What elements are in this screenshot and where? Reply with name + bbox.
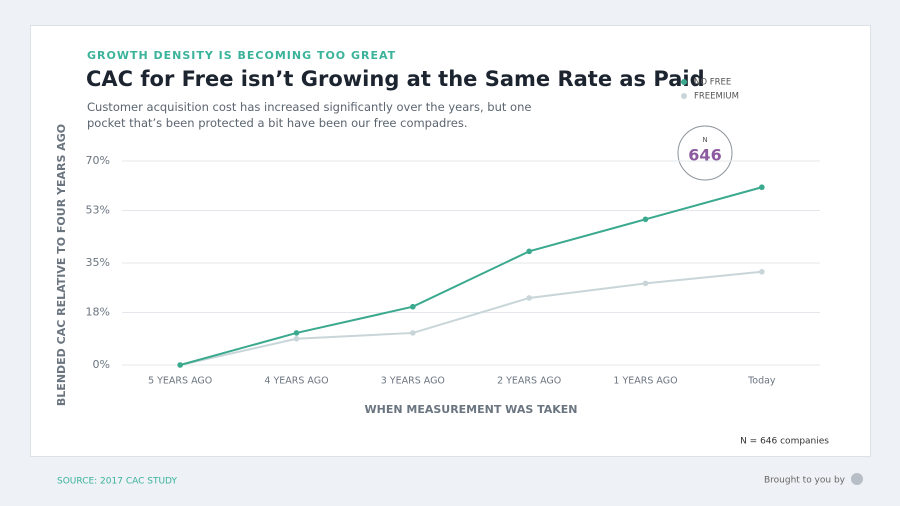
x-tick-label: 1 YEARS AGO [613, 376, 677, 387]
legend-swatch [681, 79, 687, 85]
x-tick-label: 2 YEARS AGO [497, 376, 561, 387]
badge-label: N [702, 136, 707, 144]
x-axis-title: WHEN MEASUREMENT WAS TAKEN [364, 403, 577, 416]
credit: Brought to you by [764, 476, 846, 486]
point [642, 216, 649, 223]
point [526, 248, 532, 255]
y-tick-label: 53% [86, 204, 110, 217]
y-tick-label: 0% [93, 358, 110, 371]
y-tick-label: 18% [86, 306, 110, 319]
y-axis-title: BLENDED CAC RELATIVE TO FOUR YEARS AGO [55, 124, 68, 406]
point [410, 330, 416, 336]
point [293, 335, 300, 342]
point [177, 362, 183, 368]
y-tick-label: 35% [86, 256, 110, 269]
x-tick-label: 3 YEARS AGO [381, 376, 445, 387]
chart-title: CAC for Free isn’t Growing at the Same R… [86, 67, 705, 91]
y-tick-label: 70% [86, 154, 110, 167]
x-tick-label: 4 YEARS AGO [264, 376, 328, 387]
point [642, 280, 649, 287]
point [759, 268, 765, 275]
eyebrow: GROWTH DENSITY IS BECOMING TOO GREAT [87, 49, 396, 62]
point [293, 330, 300, 336]
badge [677, 125, 733, 181]
x-tick-label: Today [747, 376, 776, 387]
chart-description: Customer acquisition cost has increased … [87, 100, 532, 130]
series-line [179, 186, 763, 366]
point [526, 295, 532, 301]
legend-swatch [681, 93, 687, 99]
x-tick-label: 5 YEARS AGO [148, 376, 212, 387]
logo [851, 473, 863, 485]
card [30, 25, 871, 457]
source: SOURCE: 2017 CAC STUDY [57, 477, 177, 487]
legend-label: NO FREE [694, 78, 731, 88]
point [410, 303, 416, 310]
badge-value: 646 [688, 146, 721, 165]
series-line [179, 270, 762, 366]
point [759, 184, 765, 191]
note: N = 646 companies [740, 437, 829, 447]
legend-label: FREEMIUM [694, 92, 739, 102]
